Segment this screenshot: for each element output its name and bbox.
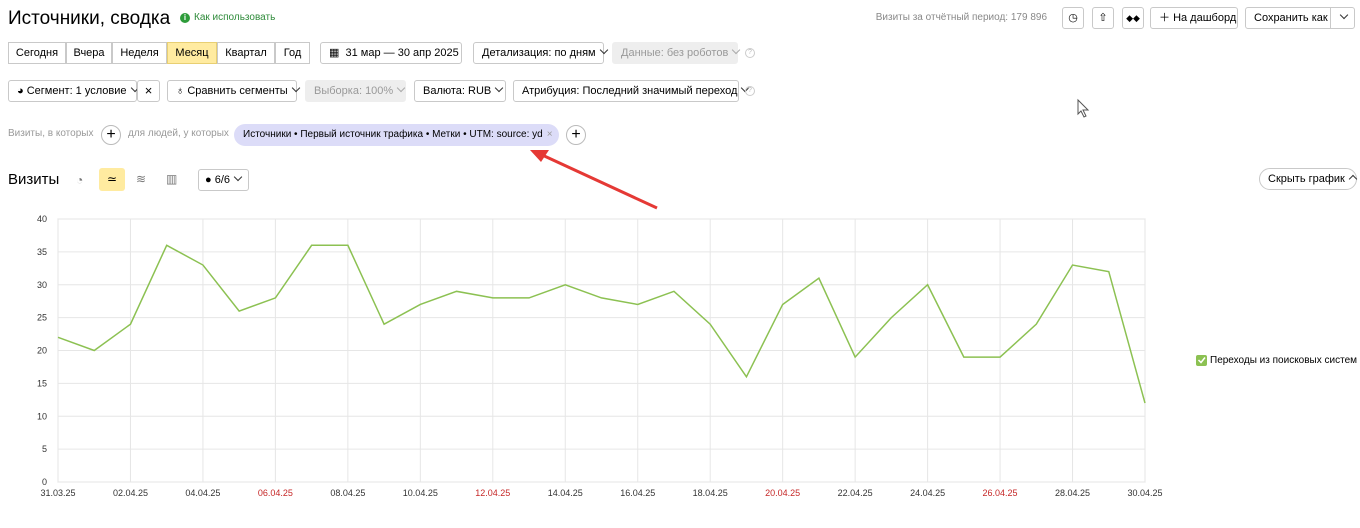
x-tick-label: 04.04.25 [185, 488, 220, 498]
annotation-arrow [539, 152, 658, 210]
attribution-label: Атрибуция: Последний значимый переход [522, 85, 738, 97]
sample-label: Выборка: 100% [314, 85, 394, 97]
help-hint[interactable]: ? [745, 48, 755, 58]
x-tick-label: 20.04.25 [765, 488, 800, 498]
x-tick-label: 30.04.25 [1127, 488, 1162, 498]
period-tab[interactable]: Год [275, 42, 310, 64]
add-people-filter[interactable]: + [566, 125, 586, 145]
x-tick-label: 26.04.25 [983, 488, 1018, 498]
x-tick-label: 18.04.25 [693, 488, 728, 498]
x-tick-label: 31.03.25 [40, 488, 75, 498]
currency-button[interactable]: Валюта: RUB [414, 80, 506, 102]
filter-chip[interactable]: Источники • Первый источник трафика • Ме… [234, 124, 559, 146]
legend-check [1197, 357, 1206, 364]
save-menu-button[interactable] [1330, 7, 1355, 29]
compare-label: Сравнить сегменты [187, 85, 288, 97]
compare-button[interactable]: ♁ Сравнить сегменты [167, 80, 300, 102]
export-button[interactable]: ⇧ [1092, 7, 1114, 29]
visits-summary: Визиты за отчётный период: 179 896 [875, 12, 1047, 23]
segment-button[interactable]: ◕ Сегмент: 1 условие [8, 80, 139, 102]
data-button: Данные: без роботов [612, 42, 741, 64]
settings-button[interactable]: ◆◆ [1122, 7, 1144, 29]
line-view-button[interactable]: ≃ [99, 168, 125, 191]
hide-chart-button[interactable]: Скрыть график [1259, 168, 1358, 190]
y-tick-label: 40 [37, 214, 47, 224]
hide-chart-label: Скрыть график [1268, 173, 1345, 185]
y-tick-label: 20 [37, 346, 47, 356]
series-line [57, 244, 1146, 404]
section-title: Визиты [8, 171, 60, 188]
help-hint[interactable]: ? [745, 86, 755, 96]
x-tick-label: 08.04.25 [330, 488, 365, 498]
dashboard-label: На дашборд [1173, 12, 1237, 24]
y-tick-label: 5 [42, 444, 47, 454]
attribution-button[interactable]: Атрибуция: Последний значимый переход [513, 80, 750, 102]
data-label: Данные: без роботов [621, 47, 729, 59]
help-link[interactable]: Как использовать [194, 12, 276, 23]
x-tick-label: 16.04.25 [620, 488, 655, 498]
y-tick-label: 10 [37, 411, 47, 421]
detail-button[interactable]: Детализация: по дням [473, 42, 608, 64]
save-button[interactable]: Сохранить как [1245, 7, 1331, 29]
annotation-arrowhead [530, 150, 549, 162]
currency-label: Валюта: RUB [423, 85, 492, 97]
period-tab[interactable]: Неделя [112, 42, 167, 64]
add-visit-filter[interactable]: + [101, 125, 121, 145]
detail-label: Детализация: по дням [482, 47, 596, 59]
series-counter-button[interactable]: ● 6/6 [198, 169, 249, 191]
x-tick-label: 06.04.25 [258, 488, 293, 498]
visits-filter-label: Визиты, в которых [8, 128, 94, 139]
y-tick-label: 25 [37, 313, 47, 323]
page-title: Источники, сводка [8, 8, 171, 29]
bar-view-button[interactable]: ▥ [166, 172, 178, 186]
area-view-button[interactable]: ≋ [136, 172, 147, 186]
x-tick-label: 24.04.25 [910, 488, 945, 498]
help-icon: i [180, 13, 190, 23]
period-tab[interactable]: Вчера [66, 42, 112, 64]
segment-label: Сегмент: 1 условие [26, 85, 127, 97]
sample-button: Выборка: 100% [305, 80, 406, 102]
date-range-button[interactable]: ▦ 31 мар — 30 апр 2025 [320, 42, 462, 64]
pie-view-button[interactable]: ◔ [76, 173, 84, 187]
x-tick-label: 02.04.25 [113, 488, 148, 498]
period-tab[interactable]: Сегодня [8, 42, 66, 64]
x-tick-label: 12.04.25 [475, 488, 510, 498]
x-tick-label: 10.04.25 [403, 488, 438, 498]
history-button[interactable]: ◷ [1062, 7, 1084, 29]
filter-chip-label: Источники • Первый источник трафика • Ме… [243, 129, 543, 140]
mouse-cursor [1077, 98, 1090, 118]
period-tab[interactable]: Месяц [167, 42, 217, 64]
y-tick-label: 15 [37, 378, 47, 388]
date-range: 31 мар — 30 апр 2025 [345, 47, 459, 59]
segment-clear[interactable]: × [137, 80, 160, 102]
people-filter-label: для людей, у которых [128, 128, 229, 139]
x-tick-label: 14.04.25 [548, 488, 583, 498]
y-tick-label: 35 [37, 247, 47, 257]
period-tab[interactable]: Квартал [217, 42, 275, 64]
y-tick-label: 0 [42, 477, 47, 487]
legend-checkbox [1196, 355, 1207, 366]
x-tick-label: 22.04.25 [838, 488, 873, 498]
dashboard-button[interactable]: ＋ На дашборд [1150, 7, 1238, 29]
x-tick-label: 28.04.25 [1055, 488, 1090, 498]
series-counter: 6/6 [214, 174, 230, 186]
legend-label: Переходы из поисковых систем [1210, 355, 1357, 366]
y-tick-label: 30 [37, 280, 47, 290]
